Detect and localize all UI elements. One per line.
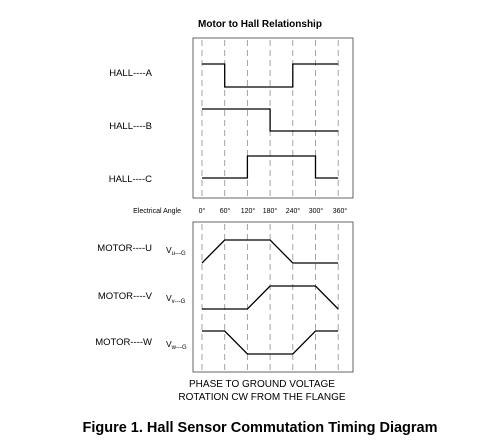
- motor-u-label: MOTOR----U: [97, 243, 152, 254]
- hall-c-label: HALL----C: [109, 174, 152, 185]
- voltage-u-label: Vu---G: [166, 245, 186, 257]
- motor-w-label: MOTOR----W: [95, 337, 152, 348]
- voltage-v-label: Vv---G: [166, 293, 186, 305]
- motor-panel-frame: [192, 221, 354, 373]
- tick-0: 0°: [199, 207, 206, 215]
- voltage-w-label: Vw---G: [166, 339, 187, 351]
- hall-b-label: HALL----B: [109, 121, 152, 132]
- tick-120: 120°: [241, 207, 256, 215]
- angle-gridlines: [201, 40, 339, 372]
- tick-360: 360°: [333, 207, 348, 215]
- figure-caption: Figure 1. Hall Sensor Commutation Timing…: [82, 420, 437, 436]
- diagram-title: Motor to Hall Relationship: [198, 19, 322, 30]
- tick-300: 300°: [309, 207, 324, 215]
- hall-a-label: HALL----A: [109, 68, 152, 79]
- hall-b-waveform: [202, 108, 339, 132]
- hall-panel-frame: [192, 37, 354, 199]
- hall-a-waveform: [202, 63, 339, 88]
- footer-rotation-text: ROTATION CW FROM THE FLANGE: [178, 392, 346, 403]
- motor-w-waveform: [202, 330, 339, 355]
- motor-v-waveform: [202, 285, 339, 310]
- motor-u-waveform: [201, 239, 339, 264]
- hall-c-waveform: [202, 155, 339, 179]
- tick-60: 60°: [220, 207, 231, 215]
- footer-phase-text: PHASE TO GROUND VOLTAGE: [189, 379, 335, 390]
- angle-tick-labels: 0° 60° 120° 180° 240° 300° 360°: [199, 207, 348, 215]
- tick-240: 240°: [286, 207, 301, 215]
- motor-v-label: MOTOR----V: [98, 291, 153, 302]
- electrical-angle-label: Electrical Angle: [133, 208, 181, 215]
- tick-180: 180°: [263, 207, 278, 215]
